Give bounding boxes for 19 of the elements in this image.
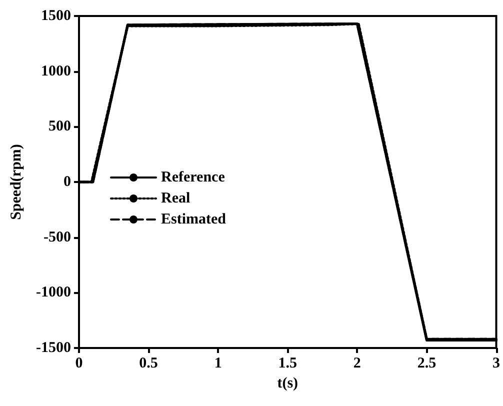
x-tick-label: 3 [492,356,500,372]
legend-label: Real [161,190,190,206]
x-tick-label: 2.5 [417,356,436,372]
y-tick-label: 0 [64,174,71,190]
x-tick-label: 0.5 [139,356,158,372]
y-tick-label: -1500 [36,340,71,356]
y-axis-title: Speed(rpm) [8,144,24,220]
legend-label: Reference [161,170,226,186]
x-tick-label: 1.5 [278,356,297,372]
x-tick-label: 0 [75,356,83,372]
y-tick-label: 1000 [41,63,71,80]
x-axis-title: t(s) [277,376,298,392]
legend-label: Estimated [161,212,227,228]
y-tick-label: -500 [44,229,71,246]
y-tick-label: 500 [48,118,71,135]
x-tick-label: 2 [353,356,361,372]
y-tick-label: -1000 [36,284,71,301]
x-tick-label: 1 [214,356,222,372]
y-tick-label: 1500 [41,8,71,24]
